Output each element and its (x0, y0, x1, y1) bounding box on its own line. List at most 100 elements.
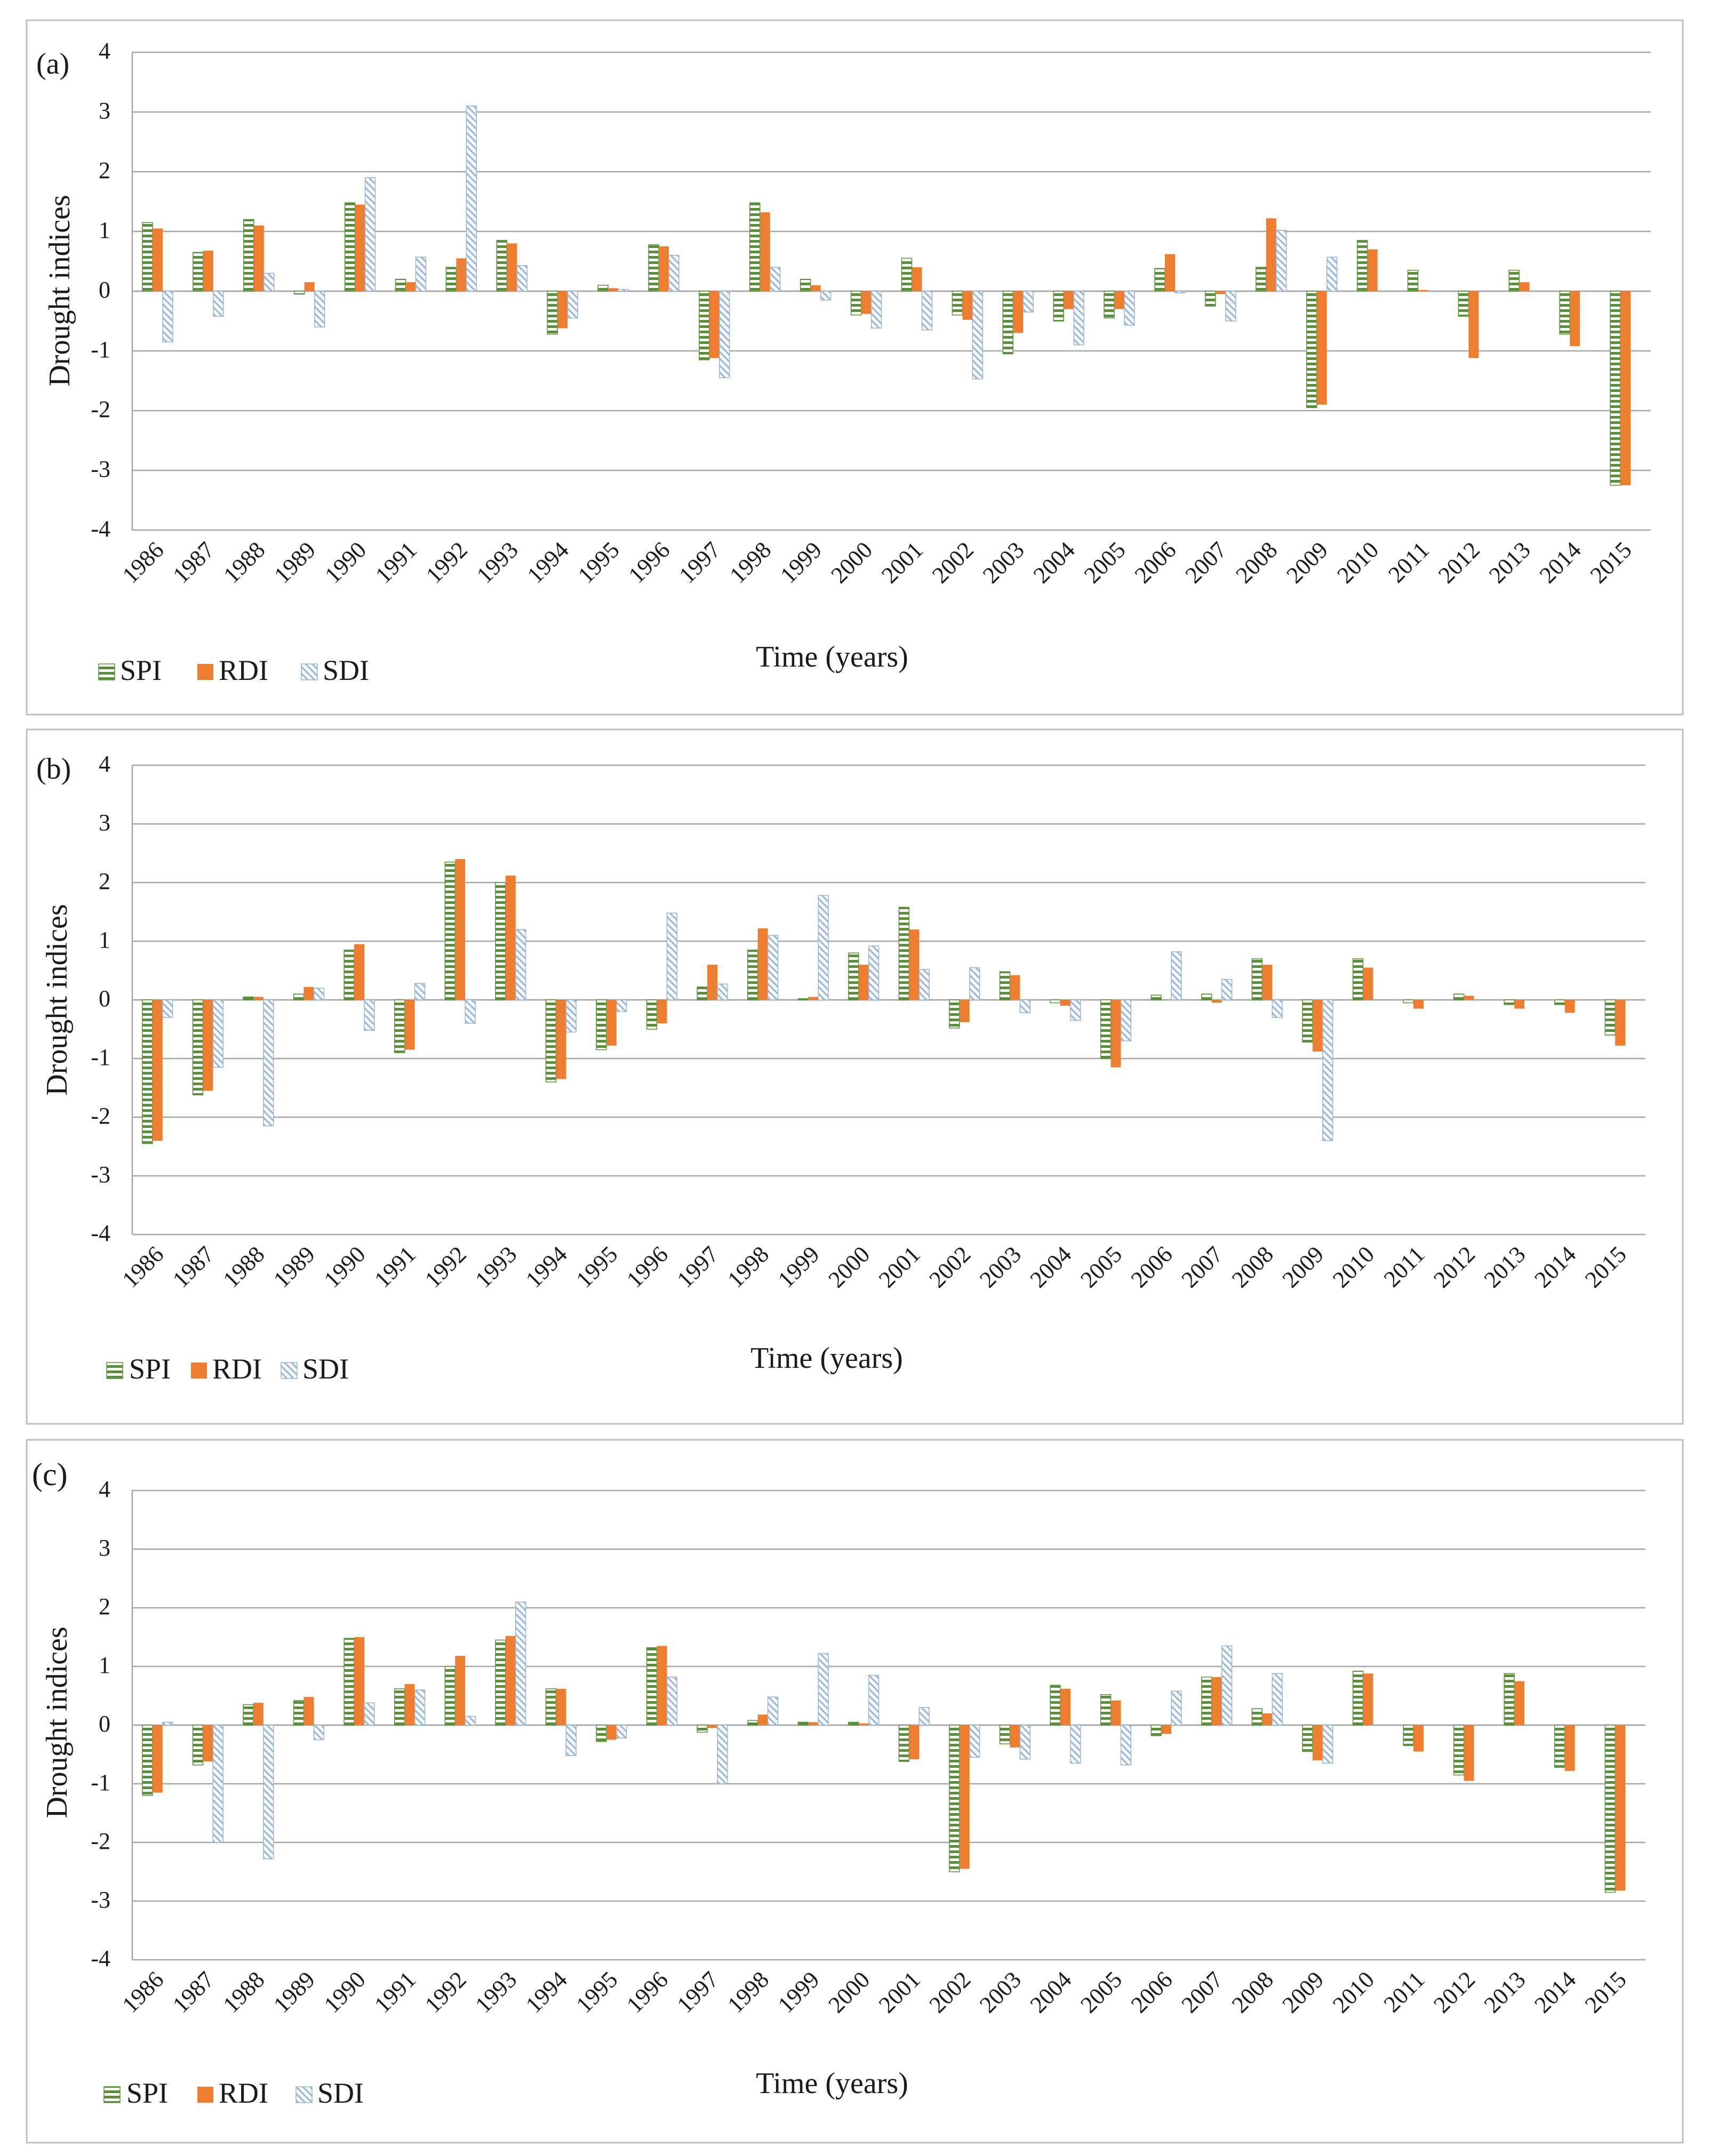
panel-a-ylabel: Drought indices (43, 195, 76, 386)
bar-sdi-2002 (969, 1725, 980, 1758)
panel-c-label: (c) (32, 1457, 68, 1492)
bar-rdi-2009 (1312, 1725, 1323, 1760)
bar-spi-1997 (699, 291, 710, 360)
panel-b-border (26, 728, 1684, 1425)
bar-spi-2000 (850, 291, 862, 316)
legend-swatch-sdi (281, 1362, 298, 1379)
bar-sdi-2000 (868, 945, 880, 1000)
xtick-label: 1990 (319, 536, 371, 588)
bar-rdi-2007 (1211, 1677, 1222, 1725)
xtick-label: 1987 (167, 1966, 219, 2018)
xtick-label: 2009 (1277, 1241, 1329, 1293)
panel-c-gridlines (131, 1489, 1645, 1961)
ytick-label: 3 (99, 1535, 110, 1561)
xtick-label: 2012 (1428, 1241, 1480, 1293)
bar-spi-1991 (394, 999, 405, 1053)
bar-rdi-2015 (1620, 291, 1631, 485)
ytick-label: -4 (91, 516, 110, 542)
xtick-label: 2011 (1379, 1966, 1430, 2017)
bar-spi-2012 (1453, 993, 1465, 1000)
bar-spi-2011 (1407, 270, 1419, 292)
bar-spi-1992 (445, 267, 457, 292)
bar-spi-1986 (142, 222, 153, 292)
bar-rdi-2001 (909, 1725, 920, 1759)
bar-rdi-1998 (760, 212, 770, 291)
bar-spi-2015 (1604, 999, 1616, 1036)
bar-rdi-1991 (405, 282, 416, 291)
bar-spi-1993 (496, 240, 508, 292)
ytick-label: 0 (99, 277, 110, 303)
bar-rdi-1986 (152, 1725, 163, 1793)
bar-sdi-1989 (314, 291, 325, 327)
bar-sdi-1987 (212, 1725, 223, 1843)
bar-spi-2001 (898, 1725, 910, 1762)
bar-sdi-1994 (565, 1725, 577, 1756)
bar-rdi-1999 (808, 1722, 819, 1725)
xtick-label: 1999 (775, 536, 827, 588)
ytick-label: -2 (91, 1828, 110, 1854)
bar-rdi-2004 (1064, 291, 1074, 309)
bar-rdi-1997 (707, 965, 717, 1000)
bar-sdi-1993 (516, 265, 528, 292)
bar-spi-2011 (1403, 1725, 1414, 1746)
bar-sdi-2003 (1019, 999, 1031, 1013)
xtick-label: 1993 (472, 536, 523, 588)
bar-rdi-2011 (1418, 290, 1428, 291)
bar-sdi-1990 (364, 177, 376, 292)
bar-sdi-1994 (565, 999, 577, 1033)
bar-sdi-1997 (717, 1725, 728, 1784)
bar-spi-1992 (444, 1666, 456, 1726)
bar-spi-1987 (192, 999, 204, 1095)
panel-a-label: (a) (36, 47, 69, 81)
bar-spi-2005 (1100, 1694, 1112, 1726)
bar-rdi-2001 (909, 929, 920, 1000)
xtick-label: 1992 (420, 1966, 472, 2018)
panel-b-xlabel: Time (years) (750, 1342, 903, 1375)
bar-rdi-1998 (757, 1714, 768, 1725)
bar-rdi-1986 (152, 228, 163, 291)
bar-rdi-1994 (556, 1688, 566, 1725)
bar-rdi-2008 (1266, 218, 1276, 291)
bar-spi-1989 (293, 291, 305, 295)
panel-b: (b) Drought indices 4 3 2 1 0 -1 -2 -3 -… (26, 728, 1684, 1425)
xtick-label: 2005 (1075, 1241, 1127, 1293)
xtick-label: 1994 (521, 1966, 572, 2018)
bar-sdi-2000 (870, 291, 882, 329)
bar-sdi-2001 (921, 291, 933, 331)
bar-rdi-2014 (1564, 1725, 1575, 1771)
bar-sdi-1993 (515, 1601, 526, 1726)
xtick-label: 1987 (167, 1241, 219, 1293)
bar-rdi-1992 (455, 1656, 466, 1725)
xtick-label: 1999 (773, 1966, 825, 2018)
xtick-label: 1986 (117, 1966, 169, 2018)
xtick-label: 2012 (1433, 536, 1485, 588)
xtick-label: 1994 (521, 1241, 572, 1293)
bar-sdi-2008 (1275, 230, 1287, 292)
ytick-label: 1 (99, 927, 110, 953)
bar-rdi-1991 (404, 1684, 415, 1725)
bar-spi-2009 (1306, 291, 1317, 408)
bar-rdi-2009 (1316, 291, 1327, 405)
legend-swatch-sdi (295, 2086, 313, 2103)
xtick-label: 1996 (621, 1966, 673, 2018)
xtick-label: 1995 (573, 536, 625, 588)
ytick-label: 1 (99, 217, 110, 243)
bar-sdi-1998 (767, 935, 779, 1000)
bar-rdi-1992 (456, 258, 467, 291)
legend-swatch-sdi (301, 663, 318, 680)
xtick-label: 2005 (1079, 536, 1131, 588)
bar-spi-1995 (596, 1725, 607, 1742)
bar-rdi-2000 (858, 965, 869, 1000)
xtick-label: 1988 (218, 536, 270, 588)
bar-rdi-1994 (557, 291, 568, 328)
xtick-label: 2007 (1176, 1241, 1228, 1293)
panel-c-yticks: 4 3 2 1 0 -1 -2 -3 -4 (91, 1476, 110, 1971)
panel-c-border (26, 1439, 1684, 2144)
bar-spi-1988 (243, 1704, 254, 1726)
bar-spi-2007 (1201, 1677, 1212, 1726)
ytick-label: -4 (91, 1945, 110, 1971)
bar-rdi-1990 (354, 1637, 365, 1725)
bar-rdi-2011 (1413, 1000, 1424, 1009)
bar-rdi-2000 (861, 291, 872, 314)
xtick-label: 2001 (874, 1241, 925, 1293)
